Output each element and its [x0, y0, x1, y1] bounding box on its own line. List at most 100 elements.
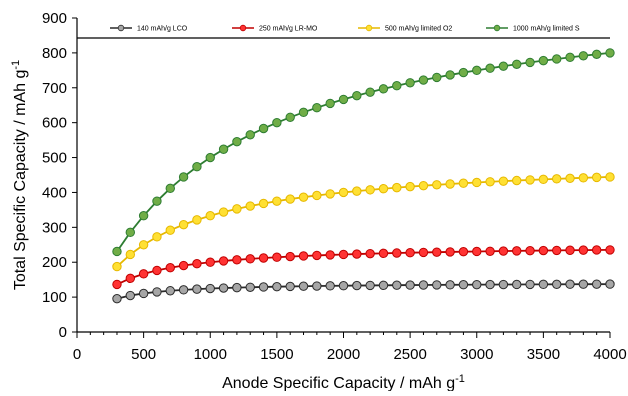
- y-axis-title-superscript: -1: [10, 60, 22, 70]
- data-point: [365, 87, 375, 97]
- data-point: [525, 279, 535, 290]
- data-point: [178, 285, 189, 295]
- data-point: [578, 173, 589, 183]
- data-point: [485, 177, 495, 187]
- data-point: [591, 245, 602, 255]
- x-tick-label: 2000: [327, 346, 360, 363]
- data-point: [112, 246, 122, 257]
- data-point: [418, 75, 429, 85]
- data-point: [218, 144, 229, 154]
- data-point: [512, 279, 522, 290]
- legend-marker: [117, 24, 125, 32]
- data-point: [405, 280, 415, 290]
- data-point: [165, 225, 175, 235]
- data-point: [578, 245, 589, 255]
- data-point: [552, 245, 562, 256]
- legend-label: 500 mAh/g limited O2: [385, 26, 452, 33]
- data-point: [605, 172, 615, 182]
- data-point: [272, 117, 282, 128]
- legend-marker: [239, 24, 247, 32]
- data-point: [578, 51, 589, 61]
- data-point: [325, 281, 335, 291]
- data-point: [591, 279, 602, 289]
- data-point: [125, 227, 136, 238]
- series-3: [112, 172, 615, 272]
- data-point: [245, 130, 255, 140]
- data-point: [418, 180, 429, 191]
- data-point: [152, 232, 162, 242]
- data-point: [405, 78, 415, 88]
- data-point: [512, 175, 522, 186]
- data-point: [285, 281, 295, 292]
- data-point: [178, 260, 189, 271]
- data-point: [312, 190, 322, 201]
- data-point: [352, 280, 362, 291]
- data-point: [591, 49, 602, 60]
- data-point: [512, 59, 522, 69]
- data-point: [178, 172, 189, 182]
- series-4: [112, 48, 615, 257]
- data-point: [352, 90, 362, 101]
- data-point: [445, 280, 455, 290]
- data-point: [112, 293, 122, 304]
- series-1: [112, 279, 615, 304]
- y-tick-label: 600: [42, 115, 67, 132]
- x-tick-label: 3000: [460, 346, 493, 363]
- series-line: [116, 249, 611, 286]
- data-point: [192, 215, 202, 225]
- data-point: [352, 249, 362, 259]
- data-point: [192, 284, 202, 294]
- legend-label: 140 mAh/g LCO: [137, 26, 188, 33]
- series-line: [116, 283, 611, 300]
- legend-item: 500 mAh/g limited O2: [358, 24, 452, 33]
- data-point: [125, 249, 136, 260]
- y-tick-label: 800: [42, 45, 67, 62]
- data-point: [205, 211, 215, 221]
- data-point: [392, 182, 402, 193]
- data-point: [365, 248, 375, 259]
- data-point: [498, 246, 509, 256]
- data-point: [392, 280, 402, 290]
- y-tick-label: 100: [42, 289, 67, 306]
- data-point: [445, 179, 455, 189]
- data-point: [138, 269, 149, 279]
- data-point: [485, 63, 495, 73]
- data-point: [312, 102, 322, 113]
- data-point: [232, 136, 242, 147]
- legend-label: 250 mAh/g LR-MO: [259, 26, 318, 33]
- data-point: [285, 251, 295, 262]
- data-point: [365, 185, 375, 195]
- data-point: [498, 176, 509, 186]
- data-point: [338, 249, 349, 260]
- y-axis-title-text: Total Specific Capacity / mAh g: [12, 70, 29, 291]
- data-point: [285, 194, 295, 204]
- data-point: [138, 240, 149, 250]
- x-ticks: 0 500 1000 1500 2000 2500 3000 3500 4000: [73, 332, 627, 363]
- data-point: [565, 279, 575, 289]
- data-point: [458, 178, 469, 188]
- data-point: [138, 288, 149, 299]
- y-tick-label: 500: [42, 150, 67, 167]
- data-point: [498, 279, 509, 290]
- x-tick-label: 2500: [393, 346, 426, 363]
- data-point: [552, 174, 562, 184]
- data-point: [258, 198, 269, 209]
- data-point: [192, 259, 202, 269]
- data-point: [125, 290, 136, 301]
- data-point: [378, 84, 389, 94]
- data-point: [485, 246, 495, 256]
- legend-item: 140 mAh/g LCO: [110, 24, 188, 33]
- data-point: [298, 107, 309, 118]
- data-point: [325, 250, 335, 260]
- data-point: [258, 282, 269, 292]
- data-point: [205, 257, 215, 267]
- data-point: [605, 48, 615, 58]
- series-2: [112, 245, 615, 290]
- data-point: [192, 162, 202, 172]
- data-point: [458, 246, 469, 257]
- data-point: [298, 251, 309, 261]
- data-point: [378, 280, 389, 291]
- data-point: [458, 280, 469, 290]
- y-ticks: 0 100 200 300 400 500 600 700 800 900: [42, 10, 77, 341]
